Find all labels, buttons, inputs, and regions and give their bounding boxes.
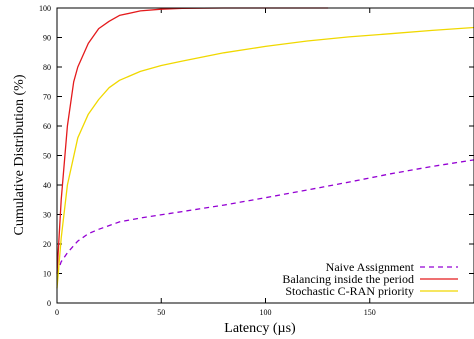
plot-frame [56, 7, 474, 304]
y-tick-label: 40 [43, 181, 51, 190]
y-tick-label: 100 [39, 4, 51, 13]
axis-ticks: 0102030405060708090100050100150200 [39, 4, 474, 317]
series-lines [56, 7, 474, 289]
x-axis-label: Latency (µs) [224, 321, 296, 336]
x-tick-label: 0 [55, 308, 59, 317]
series-line-0 [56, 159, 474, 274]
legend-label-2: Stochastic C-RAN priority [285, 284, 414, 298]
x-tick-label: 50 [157, 308, 165, 317]
x-tick-label: 150 [364, 308, 376, 317]
x-tick-label: 100 [260, 308, 272, 317]
y-tick-label: 20 [43, 240, 51, 249]
y-tick-label: 50 [43, 152, 51, 161]
y-tick-label: 0 [47, 299, 51, 308]
y-tick-label: 90 [43, 34, 51, 43]
legend-label-0: Naive Assignment [326, 260, 415, 274]
y-tick-label: 80 [43, 63, 51, 72]
y-tick-label: 10 [43, 270, 51, 279]
series-line-2 [56, 26, 474, 289]
y-tick-label: 60 [43, 122, 51, 131]
series-line-1 [56, 7, 329, 274]
y-tick-label: 30 [43, 211, 51, 220]
y-tick-label: 70 [43, 93, 51, 102]
y-axis-label: Cumulative Distribution (%) [12, 74, 27, 235]
legend-label-1: Balancing inside the period [282, 272, 414, 286]
